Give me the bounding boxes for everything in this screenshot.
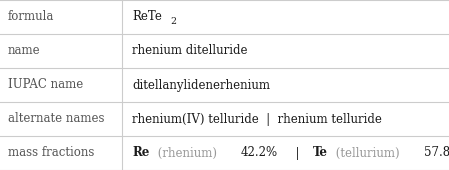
- Text: (rhenium): (rhenium): [154, 147, 221, 159]
- Text: Re: Re: [132, 147, 150, 159]
- Text: |: |: [288, 147, 307, 159]
- Text: ReTe: ReTe: [132, 11, 162, 23]
- Text: mass fractions: mass fractions: [8, 147, 94, 159]
- Text: alternate names: alternate names: [8, 113, 105, 125]
- Text: 2: 2: [171, 17, 176, 26]
- Text: 57.8%: 57.8%: [424, 147, 449, 159]
- Text: rhenium ditelluride: rhenium ditelluride: [132, 45, 247, 57]
- Text: ditellanylidenerhenium: ditellanylidenerhenium: [132, 79, 270, 91]
- Text: (tellurium): (tellurium): [332, 147, 404, 159]
- Text: 42.2%: 42.2%: [241, 147, 277, 159]
- Text: IUPAC name: IUPAC name: [8, 79, 83, 91]
- Text: name: name: [8, 45, 40, 57]
- Text: formula: formula: [8, 11, 54, 23]
- Text: Te: Te: [313, 147, 328, 159]
- Text: rhenium(IV) telluride  |  rhenium telluride: rhenium(IV) telluride | rhenium tellurid…: [132, 113, 382, 125]
